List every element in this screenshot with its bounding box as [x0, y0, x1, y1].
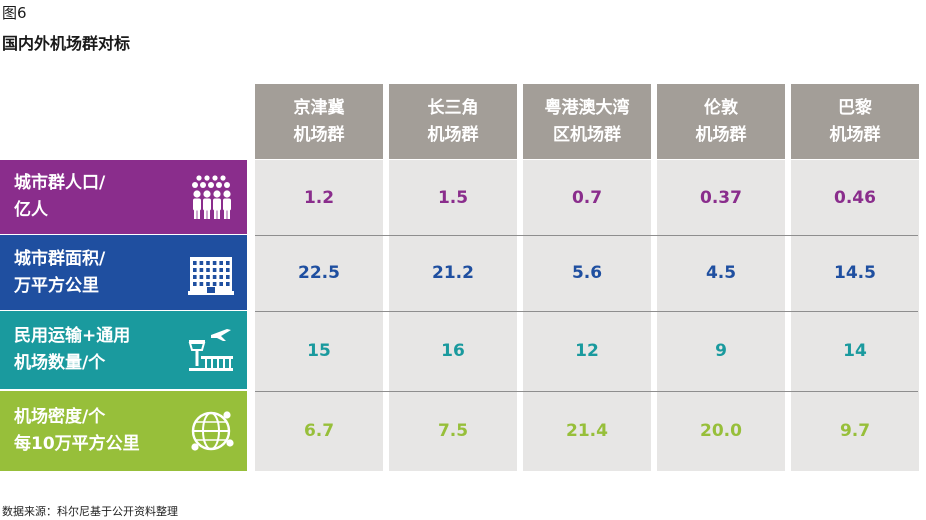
table-cell-value: 14 [843, 341, 867, 361]
row-header-line1: 民用运输+通用 [14, 326, 131, 346]
source-note: 数据来源：科尔尼基于公开资料整理 [2, 505, 178, 518]
row-header: 民用运输+通用 机场数量/个 [0, 311, 247, 389]
table-cell-value: 20.0 [700, 421, 742, 441]
row-header: 城市群人口/亿人 [0, 160, 247, 234]
globe-network-icon [191, 411, 234, 451]
row-header-line2: 亿人 [14, 200, 48, 220]
table-cell-value: 9 [715, 341, 727, 361]
row-header: 机场密度/个每10万平方公里 [0, 391, 247, 471]
column-header: 伦敦 机场群 [657, 84, 785, 159]
row-separator [255, 311, 918, 312]
figure-label: 图6 [2, 4, 27, 22]
column-background [523, 160, 651, 471]
row-header-line1: 城市群面积/ [14, 248, 106, 269]
table-cell-value: 21.4 [566, 421, 608, 441]
row-header-line1: 城市群人口/ [14, 173, 106, 193]
column-header: 长三角 机场群 [389, 84, 517, 159]
column-header: 京津冀 机场群 [255, 84, 383, 159]
column-header-line2: 机场群 [695, 124, 747, 145]
column-background [657, 160, 785, 471]
column-header-line1: 粤港澳大湾 [544, 97, 630, 118]
table-cell-value: 21.2 [432, 263, 474, 283]
column-header-line1: 长三角 [427, 97, 479, 118]
airport-tower-icon [188, 329, 233, 371]
column-background [791, 160, 919, 471]
table-cell-value: 22.5 [298, 263, 340, 283]
table-cell-value: 14.5 [834, 263, 876, 283]
row-header-line1: 机场密度/个 [14, 407, 106, 427]
column-header-line2: 机场群 [829, 124, 881, 145]
figure-title: 国内外机场群对标 [2, 34, 131, 53]
column-header-line1: 巴黎 [838, 97, 872, 118]
column-header-line2: 机场群 [427, 124, 479, 145]
table-cell-value: 9.7 [839, 421, 871, 441]
table-cell-value: 0.7 [571, 187, 603, 208]
row-header-line2: 万平方公里 [14, 275, 99, 296]
table-cell-value: 6.7 [303, 421, 335, 441]
column-header: 巴黎 机场群 [791, 84, 919, 159]
table-cell-value: 4.5 [705, 263, 737, 283]
row-header-line2: 机场数量/个 [14, 353, 106, 373]
building-icon [188, 256, 234, 295]
table-cell-value: 5.6 [571, 263, 603, 283]
table-cell-value: 16 [441, 341, 465, 361]
table-cell-value: 15 [307, 341, 331, 361]
table-cell-value: 0.37 [700, 187, 742, 208]
column-header: 粤港澳大湾 区机场群 [523, 84, 651, 159]
column-header-line1: 伦敦 [704, 97, 738, 118]
row-separator [255, 391, 918, 392]
table-cell-value: 7.5 [437, 421, 469, 441]
column-header-line2: 机场群 [293, 124, 345, 145]
column-background [255, 160, 383, 471]
table-cell-value: 1.5 [437, 187, 469, 208]
table-cell-value: 1.2 [303, 187, 335, 208]
row-separator [255, 235, 918, 236]
column-header-line2: 区机场群 [553, 124, 621, 145]
column-header-line1: 京津冀 [293, 97, 345, 118]
table-cell-value: 12 [575, 341, 599, 361]
column-background [389, 160, 517, 471]
table-cell-value: 0.46 [834, 187, 876, 208]
row-header: 城市群面积/万平方公里 [0, 235, 247, 310]
row-header-line2: 每10万平方公里 [14, 434, 140, 454]
people-group-icon [192, 175, 231, 219]
